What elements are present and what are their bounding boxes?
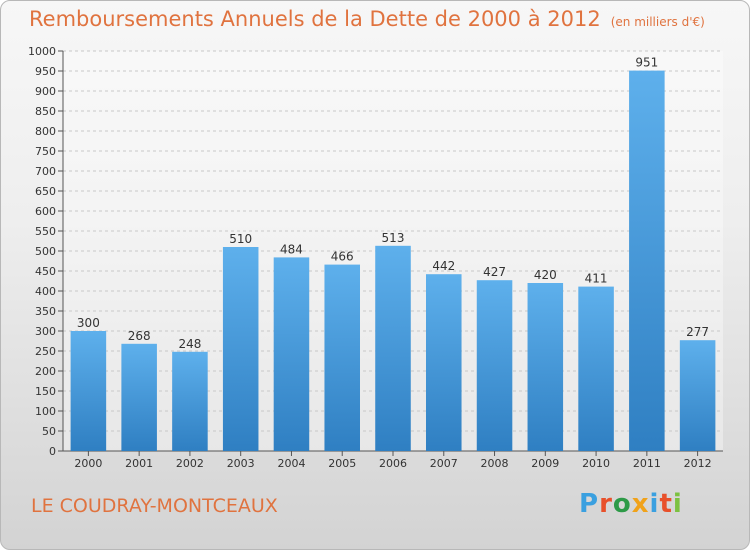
x-tick-label: 2012 — [684, 457, 712, 470]
y-tick-label: 250 — [35, 345, 56, 358]
bar-2008 — [476, 280, 513, 451]
x-tick-label: 2004 — [277, 457, 305, 470]
y-tick-label: 50 — [42, 425, 56, 438]
logo-letter: r — [599, 489, 613, 519]
y-tick-label: 950 — [35, 65, 56, 78]
bar-value-label: 300 — [77, 316, 100, 330]
y-tick-label: 300 — [35, 325, 56, 338]
x-tick-label: 2005 — [328, 457, 356, 470]
x-tick-label: 2009 — [531, 457, 559, 470]
logo-letter: t — [659, 489, 673, 519]
y-tick-label: 650 — [35, 185, 56, 198]
y-tick-label: 800 — [35, 125, 56, 138]
y-tick-label: 850 — [35, 105, 56, 118]
bar-value-label: 510 — [229, 232, 252, 246]
bar-2005 — [324, 264, 360, 451]
logo-letter: i — [649, 489, 660, 519]
chart-title: Remboursements Annuels de la Dette de 20… — [29, 7, 705, 31]
bar-value-label: 248 — [178, 337, 201, 351]
y-tick-label: 150 — [35, 385, 56, 398]
y-tick-label: 350 — [35, 305, 56, 318]
bar-2007 — [426, 274, 462, 451]
x-tick-label: 2010 — [582, 457, 610, 470]
y-tick-label: 900 — [35, 85, 56, 98]
bar-value-label: 411 — [585, 272, 608, 286]
bar-2010 — [578, 286, 614, 451]
proxiti-logo: Proxiti — [579, 489, 683, 519]
chart-title-unit: (en milliers d'€) — [610, 15, 705, 29]
bar-2000 — [70, 331, 107, 451]
logo-letter: P — [579, 489, 600, 519]
y-tick-label: 400 — [35, 285, 56, 298]
y-tick-label: 100 — [35, 405, 56, 418]
bar-value-label: 420 — [534, 268, 557, 282]
bar-value-label: 484 — [280, 242, 303, 256]
bar-2001 — [121, 343, 157, 451]
x-tick-label: 2006 — [379, 457, 407, 470]
bar-2012 — [679, 340, 716, 451]
location-name: LE COUDRAY-MONTCEAUX — [31, 495, 278, 517]
bar-value-label: 442 — [432, 259, 455, 273]
bar-2004 — [273, 257, 310, 451]
bar-value-label: 513 — [382, 231, 405, 245]
bar-2003 — [222, 247, 259, 451]
bar-value-label: 277 — [686, 325, 709, 339]
bar-2011 — [629, 70, 665, 451]
bar-value-label: 427 — [483, 265, 506, 279]
y-tick-label: 600 — [35, 205, 56, 218]
y-tick-label: 450 — [35, 265, 56, 278]
x-tick-label: 2000 — [74, 457, 102, 470]
x-tick-label: 2011 — [633, 457, 661, 470]
y-tick-label: 500 — [35, 245, 56, 258]
bar-2002 — [172, 351, 208, 451]
logo-letter: x — [631, 489, 650, 519]
y-tick-label: 700 — [35, 165, 56, 178]
x-tick-label: 2008 — [481, 457, 509, 470]
bar-value-label: 951 — [635, 56, 658, 70]
logo-letter: o — [612, 489, 632, 519]
bar-value-label: 466 — [331, 250, 354, 264]
bar-2009 — [527, 283, 564, 451]
x-tick-label: 2003 — [227, 457, 255, 470]
x-tick-label: 2001 — [125, 457, 153, 470]
logo-letter: i — [672, 489, 683, 519]
x-tick-label: 2002 — [176, 457, 204, 470]
y-tick-label: 750 — [35, 145, 56, 158]
y-tick-label: 0 — [49, 445, 56, 458]
y-tick-label: 550 — [35, 225, 56, 238]
bar-2006 — [375, 245, 411, 451]
y-tick-label: 1000 — [28, 45, 56, 58]
y-tick-label: 200 — [35, 365, 56, 378]
bar-value-label: 268 — [128, 329, 151, 343]
chart-title-main: Remboursements Annuels de la Dette de 20… — [29, 7, 601, 31]
x-tick-label: 2007 — [430, 457, 458, 470]
